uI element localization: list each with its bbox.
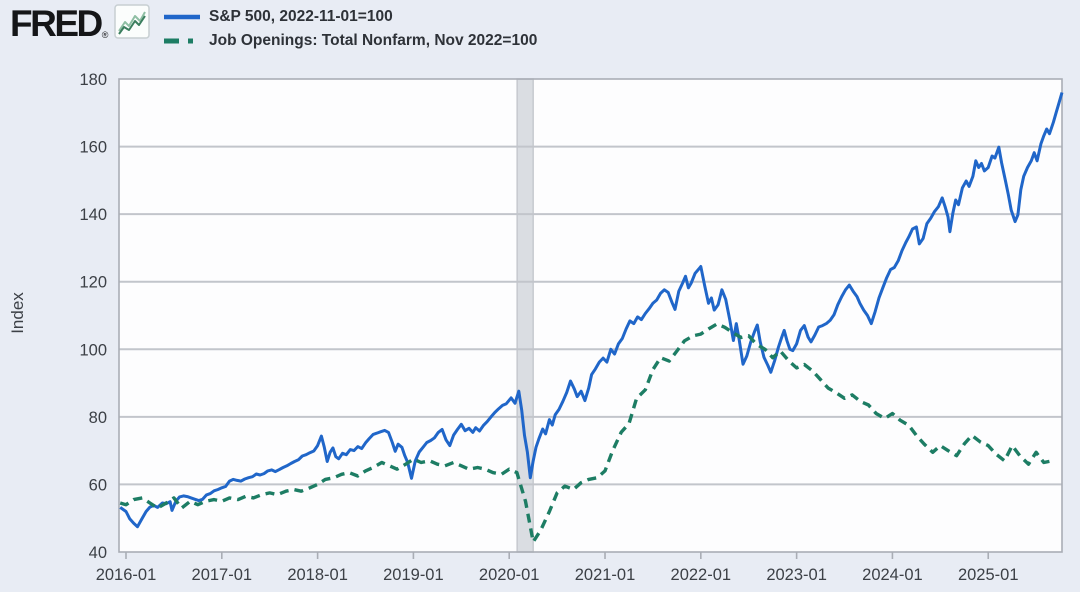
- x-tick-label-2025-01: 2025-01: [958, 566, 1019, 584]
- sp500-line-swatch: [164, 14, 200, 20]
- y-tick-label-160: 160: [79, 139, 107, 157]
- x-tick-label-2019-01: 2019-01: [383, 566, 444, 584]
- registered-trademark-symbol: ®: [101, 30, 109, 40]
- sparkline-chart-icon: [114, 4, 151, 44]
- job-openings-line-swatch: [164, 38, 200, 44]
- x-tick-label-2024-01: 2024-01: [862, 566, 923, 584]
- series-line-sp500[interactable]: [119, 92, 1064, 529]
- y-tick-label-140: 140: [79, 206, 107, 224]
- plot-background: [119, 79, 1062, 552]
- x-tick-label-2018-01: 2018-01: [287, 566, 348, 584]
- x-tick-label-2017-01: 2017-01: [192, 566, 253, 584]
- y-tick-label-100: 100: [79, 341, 107, 359]
- legend-item-sp500[interactable]: S&P 500, 2022-11-01=100: [163, 5, 537, 29]
- plot-frame: [118, 78, 1063, 553]
- x-tick-label-2022-01: 2022-01: [671, 566, 732, 584]
- legend-item-job-openings[interactable]: Job Openings: Total Nonfarm, Nov 2022=10…: [163, 29, 537, 53]
- x-tick-label-2021-01: 2021-01: [575, 566, 636, 584]
- recession-band: [516, 78, 534, 553]
- y-axis-title: Index: [8, 292, 27, 334]
- legend-label-sp500: S&P 500, 2022-11-01=100: [209, 8, 393, 25]
- legend-label-job-openings: Job Openings: Total Nonfarm, Nov 2022=10…: [209, 32, 538, 49]
- x-tick-label-2020-01: 2020-01: [479, 566, 540, 584]
- series-line-job-openings[interactable]: [119, 322, 1053, 544]
- legend: S&P 500, 2022-11-01=100 Job Openings: To…: [163, 5, 537, 53]
- fred-logo-text: FRED: [10, 3, 103, 44]
- fred-logo[interactable]: FRED ®: [10, 2, 151, 46]
- y-tick-label-80: 80: [89, 409, 107, 427]
- y-tick-label-40: 40: [89, 544, 107, 562]
- y-tick-label-120: 120: [79, 274, 107, 292]
- x-tick-label-2023-01: 2023-01: [766, 566, 827, 584]
- y-tick-label-180: 180: [79, 71, 107, 89]
- chart-header: FRED ® S&P 500, 2022-11-01=100: [0, 0, 1080, 58]
- x-tick-label-2016-01: 2016-01: [96, 566, 157, 584]
- y-tick-label-60: 60: [89, 476, 107, 494]
